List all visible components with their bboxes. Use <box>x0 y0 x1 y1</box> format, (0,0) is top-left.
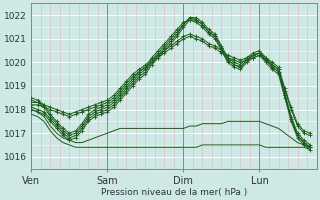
X-axis label: Pression niveau de la mer( hPa ): Pression niveau de la mer( hPa ) <box>101 188 247 197</box>
